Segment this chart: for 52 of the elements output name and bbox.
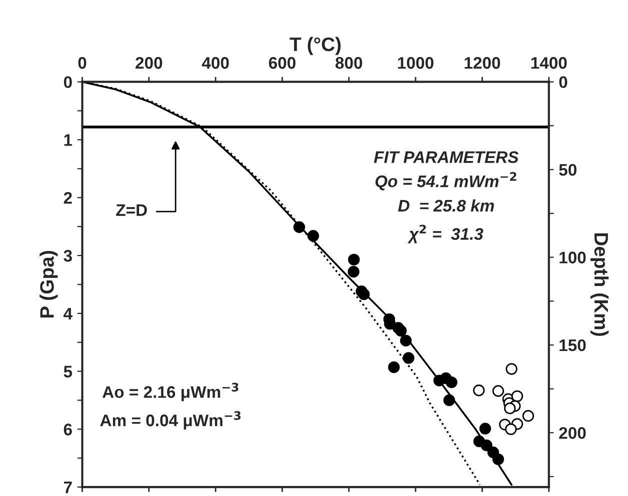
y-tick-label: 0 xyxy=(64,76,72,88)
y2-tick-label: 100 xyxy=(560,252,586,264)
annotation: χ$^{2}$ = 31.3 xyxy=(408,224,484,244)
point xyxy=(506,363,518,375)
point xyxy=(400,334,412,346)
x-tick-label: 600 xyxy=(268,57,296,69)
point xyxy=(479,422,492,434)
point xyxy=(446,376,458,388)
y2-axis-title: Depth (Km) xyxy=(590,233,609,336)
y-tick-label: 2 xyxy=(64,192,72,204)
y-tick-label: 1 xyxy=(64,134,72,146)
y2-tick-label: 150 xyxy=(560,339,586,352)
point xyxy=(358,288,370,300)
x-tick-label: 800 xyxy=(336,57,362,69)
point xyxy=(505,423,517,436)
annotation: D = 25.8 km xyxy=(398,199,494,212)
annotation: Qo = 54.1 mWm$^{−2}$ xyxy=(375,172,516,190)
point xyxy=(480,440,492,452)
x-tick-label: 1400 xyxy=(531,57,567,69)
point xyxy=(504,402,516,414)
point xyxy=(511,390,524,402)
annotation: Am = 0.04 μWm$^{−3}$ xyxy=(100,411,241,430)
y-tick-label: 3 xyxy=(64,250,72,262)
point xyxy=(492,385,504,397)
y-tick-label: 6 xyxy=(64,424,72,436)
point xyxy=(522,410,534,422)
annotation: Z=D xyxy=(116,204,147,216)
point xyxy=(388,361,400,374)
y-tick-label: 4 xyxy=(64,308,72,320)
point xyxy=(293,221,306,233)
y-tick-label: 7 xyxy=(64,482,72,494)
y-tick-label: 5 xyxy=(64,366,72,378)
x-tick-label: 0 xyxy=(78,57,86,69)
point xyxy=(473,384,485,396)
y2-tick-label: 50 xyxy=(559,164,576,176)
annotation: FIT PARAMETERS xyxy=(374,151,519,164)
point xyxy=(402,352,414,364)
x-axis-title: T (°C) xyxy=(290,36,341,56)
y2-tick-label: 200 xyxy=(559,427,586,439)
point xyxy=(492,453,504,466)
x-tick-label: 400 xyxy=(202,57,229,69)
x-tick-label: 1000 xyxy=(398,57,434,69)
point xyxy=(395,324,407,337)
point xyxy=(348,266,360,278)
y2-tick-label: 0 xyxy=(559,76,568,88)
point xyxy=(443,394,456,406)
y-axis-title: P (Gpa) xyxy=(40,251,58,318)
x-tick-label: 200 xyxy=(136,57,162,69)
point xyxy=(307,230,320,242)
x-tick-label: 1200 xyxy=(464,57,500,69)
point xyxy=(348,254,360,266)
annotation: Ao = 2.16 μWm$^{−3}$ xyxy=(102,382,238,402)
